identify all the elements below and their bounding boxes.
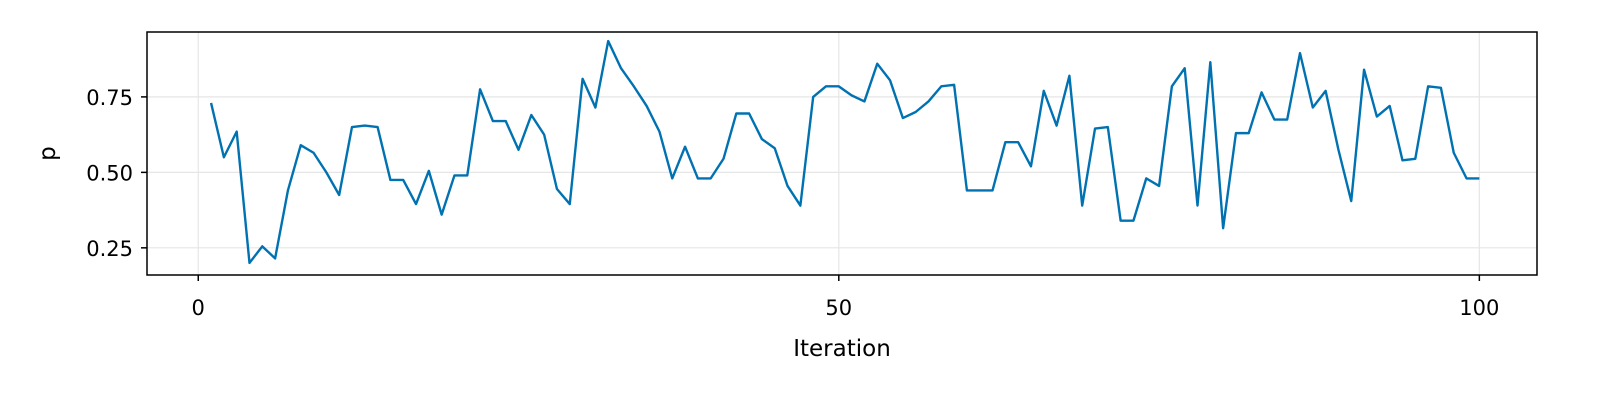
- y-axis-label: p: [35, 146, 61, 161]
- axis-ticks: 0 50 100 0.25 0.50 0.75: [86, 86, 1499, 320]
- x-tick-label: 100: [1459, 296, 1499, 320]
- y-tick-label: 0.25: [86, 237, 133, 261]
- y-tick-label: 0.50: [86, 161, 133, 185]
- plot-frame: [146, 31, 1538, 276]
- x-tick-label: 0: [192, 296, 205, 320]
- series-line: [209, 39, 1480, 265]
- grid-lines: [147, 32, 1537, 275]
- series-layer: [209, 39, 1480, 265]
- y-tick-label: 0.75: [86, 86, 133, 110]
- x-axis-label: Iteration: [793, 336, 891, 362]
- x-tick-label: 50: [825, 296, 852, 320]
